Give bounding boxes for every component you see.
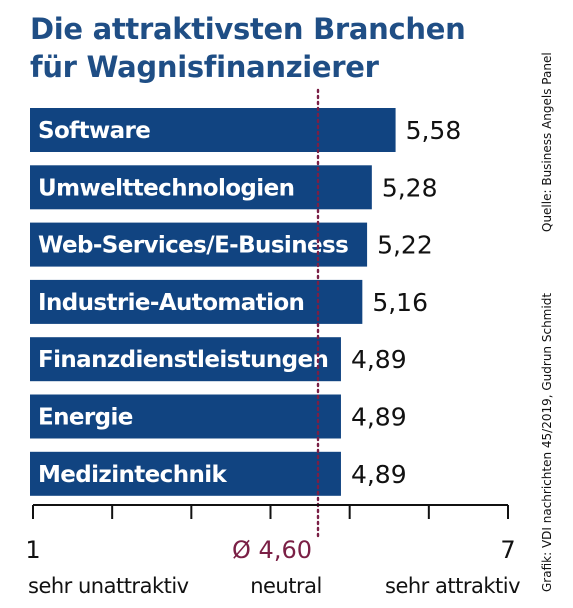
- bar-category-label: Finanzdienstleistungen: [38, 347, 328, 373]
- bar: [30, 337, 341, 382]
- bar-category-label: Energie: [38, 405, 133, 431]
- bar-value-label: 4,89: [351, 403, 407, 432]
- bar-category-label: Umwelttechnologien: [38, 175, 294, 201]
- x-tick-label-max: 7: [500, 536, 515, 564]
- bar: [30, 451, 341, 496]
- bar: [30, 279, 363, 324]
- average-label: Ø 4,60: [232, 536, 312, 564]
- bar-value-label: 5,58: [406, 116, 462, 145]
- bar: [30, 108, 396, 152]
- chart-title-line-2: für Wagnisfinanzierer: [30, 50, 379, 84]
- bar-value-label: 4,89: [351, 460, 407, 489]
- bar: [30, 394, 341, 439]
- x-tick-label-min: 1: [25, 536, 40, 564]
- source-credit: Quelle: Business Angels Panel: [540, 52, 554, 232]
- chart-title-line-1: Die attraktivsten Branchen: [30, 12, 466, 46]
- bar-value-label: 5,28: [382, 173, 438, 202]
- scale-label-neutral: neutral: [250, 574, 322, 598]
- bar-category-label: Software: [38, 118, 150, 144]
- bar-value-label: 4,89: [351, 345, 407, 374]
- bar-category-label: Web-Services/E-Business: [38, 233, 348, 259]
- bar-category-label: Medizintechnik: [38, 462, 228, 488]
- bar: [30, 165, 372, 210]
- graphic-credit: Grafik: VDI nachrichten 45/2019, Gudrun …: [540, 292, 554, 592]
- bar-category-label: Industrie-Automation: [38, 290, 304, 316]
- scale-label-low: sehr unattraktiv: [28, 574, 189, 598]
- scale-label-high: sehr attraktiv: [385, 574, 520, 598]
- bar: [30, 222, 368, 267]
- bar-value-label: 5,16: [372, 288, 428, 317]
- bar-value-label: 5,22: [377, 231, 433, 260]
